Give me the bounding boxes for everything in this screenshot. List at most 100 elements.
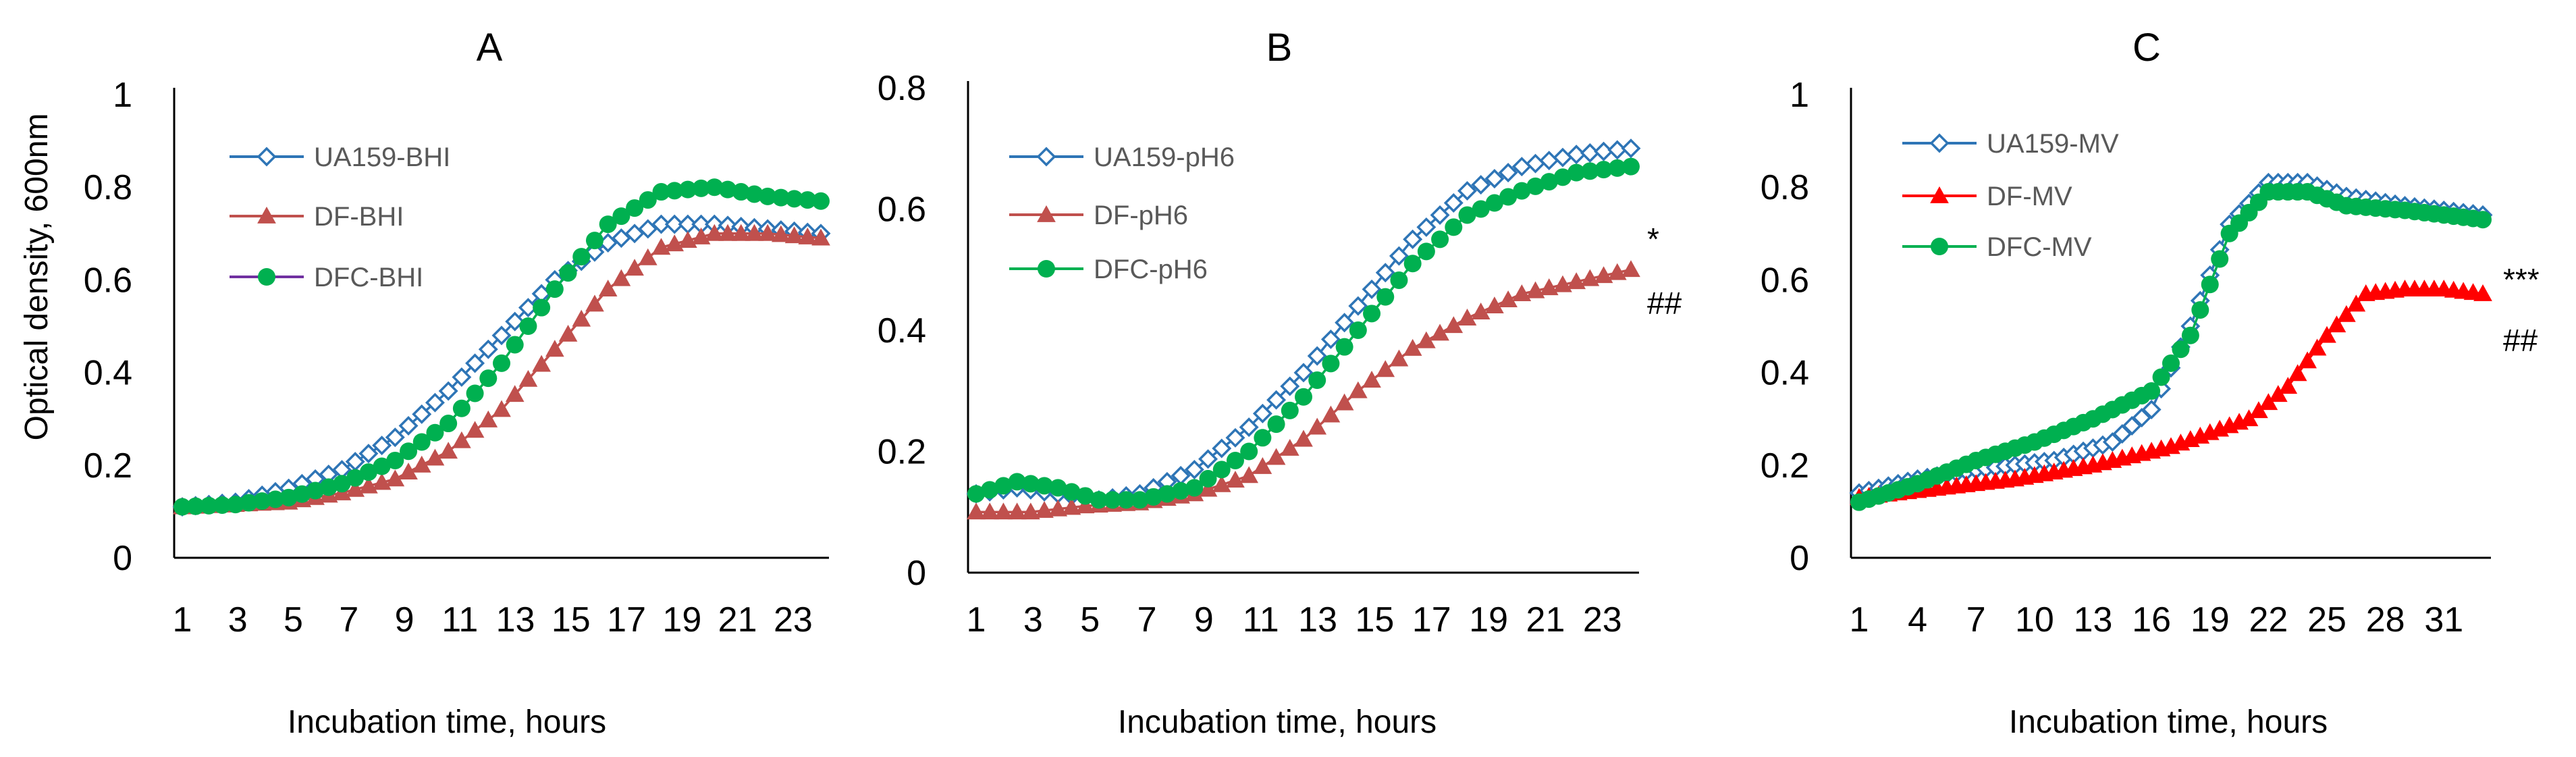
y-tick-label: 0.2	[1761, 446, 1809, 486]
series-dfc-bhi	[173, 178, 830, 516]
data-point	[345, 452, 365, 472]
data-point	[2346, 294, 2366, 312]
data-point	[386, 451, 404, 469]
data-point	[359, 463, 377, 481]
data-point	[1580, 269, 1600, 286]
data-point	[478, 339, 498, 359]
y-tick-label: 0.8	[1761, 168, 1809, 207]
data-point	[373, 457, 391, 475]
data-point	[2474, 211, 2492, 229]
x-tick-label: 9	[395, 600, 414, 639]
data-point	[1253, 456, 1272, 474]
data-point	[1457, 309, 1477, 325]
data-point	[1293, 363, 1314, 383]
data-point	[1239, 417, 1259, 438]
data-point	[1526, 281, 1545, 298]
data-point	[2278, 377, 2298, 394]
x-axis-title: Incubation time, hours	[1118, 704, 1437, 740]
series-line	[975, 147, 1632, 502]
x-tick-label: 11	[441, 600, 478, 639]
data-point	[665, 234, 685, 252]
data-point	[572, 309, 591, 327]
data-point	[1062, 498, 1081, 515]
data-point	[1430, 323, 1449, 341]
data-point	[1348, 296, 1368, 316]
data-point	[2191, 301, 2209, 319]
data-point	[1513, 182, 1531, 200]
data-point	[1540, 173, 1558, 191]
x-tick-label: 23	[1583, 600, 1622, 639]
significance-annotation: ##	[1647, 286, 1682, 321]
data-point	[1254, 429, 1272, 447]
data-point	[611, 228, 631, 249]
data-point	[491, 325, 512, 346]
x-tick-label: 10	[2015, 600, 2054, 639]
legend-marker	[1929, 133, 1950, 153]
data-point	[1252, 403, 1272, 423]
data-point	[732, 183, 750, 201]
data-point	[759, 187, 777, 205]
x-tick-label: 9	[1194, 600, 1214, 639]
data-point	[1526, 153, 1546, 174]
data-point	[719, 180, 737, 199]
data-point	[518, 369, 538, 387]
data-point	[1443, 193, 1464, 213]
x-tick-label: 25	[2307, 600, 2346, 639]
data-point	[651, 238, 671, 255]
data-point	[678, 180, 697, 199]
data-point	[492, 400, 511, 417]
data-point	[1036, 477, 1054, 495]
data-point	[1622, 157, 1640, 176]
x-tick-label: 19	[1469, 600, 1508, 639]
data-point	[1321, 405, 1341, 423]
data-point	[2143, 382, 2161, 400]
x-axis-title: Incubation time, hours	[2009, 704, 2328, 740]
legend-marker	[1931, 238, 1948, 255]
legend-marker	[258, 268, 275, 286]
x-tick-label: 21	[1526, 600, 1565, 639]
data-point	[266, 490, 284, 508]
data-point	[1266, 448, 1286, 465]
y-tick-label: 0.8	[878, 69, 926, 108]
data-point	[1226, 471, 1245, 488]
data-point	[2317, 325, 2336, 343]
data-point	[772, 188, 790, 207]
data-point	[545, 340, 564, 357]
data-point	[638, 219, 658, 239]
data-point	[1472, 200, 1490, 218]
data-point	[651, 214, 671, 234]
data-point	[1376, 288, 1395, 306]
data-point	[2473, 284, 2492, 301]
data-point	[1320, 329, 1341, 349]
series-ua159-ph6	[966, 138, 1641, 510]
data-point	[585, 232, 603, 250]
legend-label: DF-BHI	[314, 202, 404, 232]
data-point	[1471, 303, 1491, 319]
data-point	[1362, 371, 1381, 388]
data-point	[1185, 479, 1204, 497]
data-point	[1172, 481, 1190, 500]
x-tick-label: 13	[1298, 600, 1337, 639]
data-point	[559, 264, 577, 282]
data-point	[1389, 246, 1409, 266]
data-point	[333, 475, 351, 493]
data-point	[1376, 360, 1395, 377]
data-point	[1471, 175, 1491, 195]
data-point	[346, 469, 365, 487]
data-point	[1553, 147, 1573, 167]
data-point	[1335, 393, 1354, 411]
series-dfc-mv	[1850, 183, 2492, 511]
y-tick-label: 0	[1790, 539, 1809, 578]
data-point	[1267, 415, 1285, 434]
data-point	[718, 224, 737, 241]
data-point	[745, 224, 764, 241]
data-point	[506, 336, 524, 354]
data-point	[1539, 278, 1559, 296]
data-point	[1212, 461, 1231, 479]
data-point	[426, 423, 444, 442]
data-point	[1403, 338, 1422, 356]
y-tick-label: 0.4	[878, 311, 926, 350]
data-point	[1457, 181, 1477, 201]
data-point	[1212, 438, 1232, 459]
data-point	[1335, 313, 1355, 333]
